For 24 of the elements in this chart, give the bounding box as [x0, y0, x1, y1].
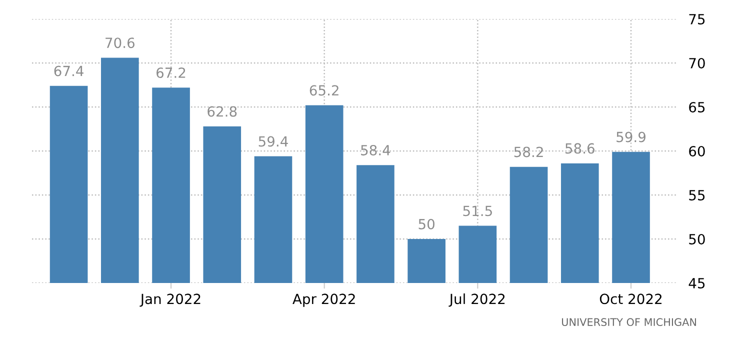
- data-label: 58.4: [361, 144, 390, 156]
- x-tick-label: Oct 2022: [600, 294, 662, 304]
- data-label: 62.8: [208, 106, 237, 117]
- data-label: 58.6: [566, 143, 594, 154]
- data-label: 58.2: [514, 146, 543, 158]
- x-tick-label: Jul 2022: [448, 293, 505, 307]
- y-tick-label: 70: [689, 58, 705, 68]
- x-tick-label: Jan 2022: [140, 294, 200, 307]
- data-label: 59.4: [258, 136, 288, 147]
- y-tick-label: 75: [689, 14, 705, 24]
- y-tick-label: 45: [688, 278, 705, 288]
- y-tick-label: 65: [689, 102, 705, 112]
- data-label: 65.2: [310, 85, 338, 96]
- data-label: 50: [418, 218, 434, 230]
- data-label: 67.4: [54, 66, 84, 76]
- data-label: 59.9: [616, 132, 646, 142]
- y-tick-label: 60: [689, 146, 705, 156]
- y-tick-label: 50: [689, 234, 705, 244]
- x-tick-label: Apr 2022: [292, 294, 355, 307]
- data-label: 51.5: [463, 206, 492, 216]
- data-label: 67.2: [156, 68, 186, 78]
- y-tick-label: 55: [689, 190, 705, 200]
- text: UNIVERSITY OF MICHIGAN: [562, 318, 696, 326]
- data-label: 70.6: [106, 38, 134, 48]
